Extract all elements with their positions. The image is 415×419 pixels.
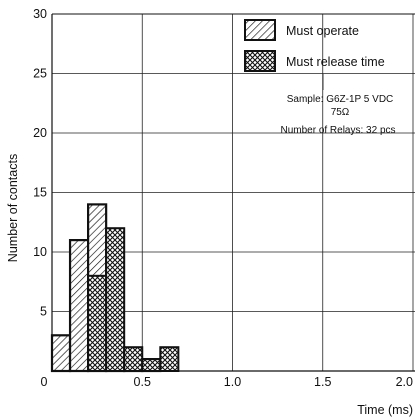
sample-line-model: Sample: G6Z-1P 5 VDC xyxy=(287,94,394,105)
bar-must-release-time xyxy=(141,358,162,373)
x-tick-label: 1.5 xyxy=(314,375,331,389)
y-tick-label: 15 xyxy=(33,186,47,200)
y-tick-label: 10 xyxy=(33,245,47,259)
legend-swatch-must-operate xyxy=(244,19,276,41)
plot-frame xyxy=(51,13,415,372)
x-tick-label: 2.0 xyxy=(396,375,413,389)
bar-must-release-time xyxy=(105,227,126,372)
must-release-bars xyxy=(87,227,180,373)
y-tick-label: 20 xyxy=(33,126,47,140)
legend-swatch-must-release xyxy=(244,50,276,72)
x-tick-label: 0 xyxy=(41,375,48,389)
y-tick-label: 25 xyxy=(33,67,47,81)
y-tick-label: 5 xyxy=(40,305,47,319)
bar-must-release-time xyxy=(123,346,144,373)
bar-must-release-time xyxy=(159,346,180,373)
x-axis-title: Time (ms) xyxy=(357,403,413,417)
x-tick-label: 1.0 xyxy=(224,375,241,389)
legend-label-must-operate: Must operate xyxy=(286,24,359,38)
legend-label-must-release: Must release time xyxy=(286,55,385,69)
sample-line-relays: Number of Relays: 32 pcs xyxy=(280,125,395,136)
x-tick-label: 0.5 xyxy=(134,375,151,389)
sample-annotation: Sample: G6Z-1P 5 VDC 75Ω Number of Relay… xyxy=(280,74,396,136)
legend: Must operate Must release time xyxy=(244,19,385,72)
y-tick-label: 30 xyxy=(33,7,47,21)
bar-must-release-time xyxy=(87,274,108,372)
bar-must-operate xyxy=(50,334,72,373)
x-tick-labels: 0 0.5 1.0 1.5 2.0 xyxy=(41,375,414,389)
y-tick-labels: 5 10 15 20 25 30 xyxy=(33,7,47,319)
y-axis-title: Number of contacts xyxy=(6,154,20,262)
bar-must-operate xyxy=(68,239,90,373)
sample-line-resistance: 75Ω xyxy=(331,107,350,118)
